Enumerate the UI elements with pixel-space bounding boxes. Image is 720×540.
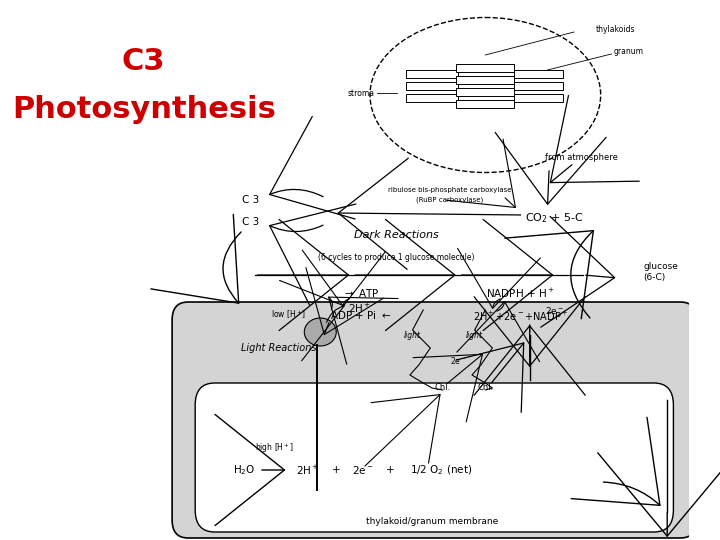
Bar [456,64,514,72]
Text: C 3: C 3 [242,195,258,205]
Text: 1/2 O$_2$ (net): 1/2 O$_2$ (net) [410,463,472,477]
Text: ribulose bis-phosphate carboxylase: ribulose bis-phosphate carboxylase [388,187,512,193]
Bar [406,82,458,90]
Text: Dark Reactions: Dark Reactions [354,230,439,240]
Bar [456,100,514,108]
Text: 2H$^+$: 2H$^+$ [296,463,320,476]
Text: 2H$^+$+2e$^-$+NADP$^+$: 2H$^+$+2e$^-$+NADP$^+$ [473,309,568,322]
Bar [406,94,458,102]
Bar [406,70,458,78]
Text: 2H$^+$: 2H$^+$ [348,301,371,314]
Text: thylakoids: thylakoids [596,25,636,35]
Text: NADPH + H$^+$: NADPH + H$^+$ [487,286,555,300]
Text: 2e$^-$: 2e$^-$ [352,464,374,476]
Text: C3: C3 [122,48,166,77]
Text: 2e$^-$: 2e$^-$ [451,354,467,366]
FancyBboxPatch shape [195,383,673,532]
Text: ADP + Pi $\leftarrow$: ADP + Pi $\leftarrow$ [330,309,391,321]
Text: +: + [386,465,395,475]
Text: high [H$^+$]: high [H$^+$] [255,441,293,455]
Text: H$_2$O: H$_2$O [233,463,255,477]
Text: (RuBP carboxylase): (RuBP carboxylase) [416,197,483,203]
Text: Chl.: Chl. [477,383,493,393]
Text: light: light [466,330,483,340]
Text: $\rightarrow$ ATP: $\rightarrow$ ATP [341,287,379,299]
Text: thylakoid/granum membrane: thylakoid/granum membrane [366,517,498,526]
Text: Light Reactions: Light Reactions [241,343,317,353]
Ellipse shape [305,318,336,346]
Text: glucose
(6-C): glucose (6-C) [643,262,678,282]
Text: (6 cycles to produce 1 glucose molecule): (6 cycles to produce 1 glucose molecule) [318,253,474,262]
Bar [514,94,563,102]
Text: C 3: C 3 [242,217,258,227]
Text: 2e$^-$: 2e$^-$ [545,305,564,315]
Text: CO$_2$ + 5-C: CO$_2$ + 5-C [525,211,584,225]
Text: low [H$^+$]: low [H$^+$] [271,309,306,321]
Text: stroma: stroma [348,89,374,98]
Bar [456,88,514,96]
Text: granum: granum [614,48,644,57]
Bar [456,76,514,84]
Bar [514,82,563,90]
Text: +: + [332,465,341,475]
Bar [514,70,563,78]
Text: Photosynthesis: Photosynthesis [12,96,276,125]
Text: Chl.: Chl. [435,383,451,393]
Text: light: light [404,330,421,340]
FancyBboxPatch shape [172,302,696,538]
Text: from atmosphere: from atmosphere [545,153,618,163]
